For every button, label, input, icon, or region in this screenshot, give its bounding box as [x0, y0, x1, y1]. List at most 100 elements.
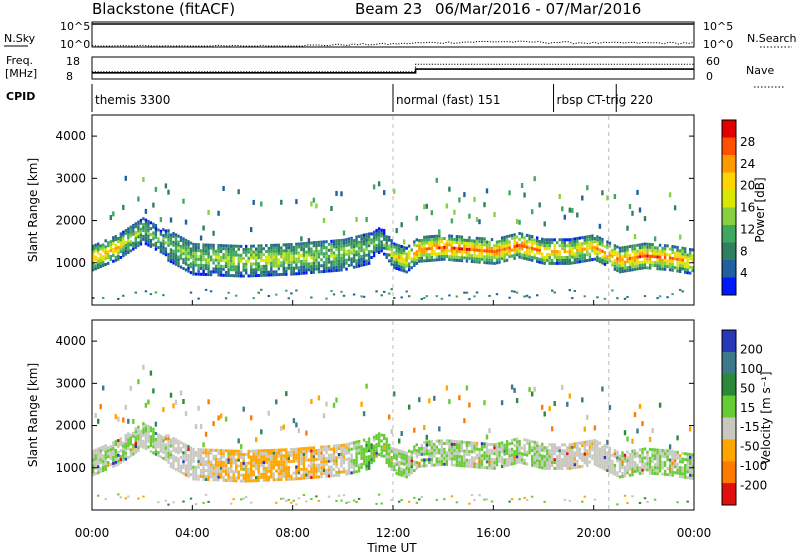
range-gate-cell: [601, 249, 604, 253]
range-gate-cell: [503, 244, 506, 248]
range-gate-cell: [362, 459, 366, 463]
range-gate-cell: [463, 250, 466, 254]
range-gate-cell: [668, 467, 672, 471]
range-gate-cell: [435, 295, 438, 298]
range-gate-cell: [638, 249, 642, 253]
range-gate-cell: [114, 238, 117, 242]
range-gate-cell: [671, 262, 674, 266]
range-gate-cell: [418, 256, 421, 260]
range-gate-cell: [598, 239, 602, 243]
range-gate-cell: [500, 236, 504, 240]
range-gate-cell: [159, 443, 163, 447]
range-gate-cell: [372, 456, 376, 460]
range-gate-cell: [199, 468, 203, 472]
range-gate-cell: [189, 455, 193, 459]
range-gate-cell: [581, 242, 584, 246]
range-gate-cell: [415, 461, 418, 464]
range-gate-cell: [137, 431, 140, 435]
range-gate-cell: [593, 245, 597, 249]
range-gate-cell: [598, 465, 602, 469]
range-gate-cell: [583, 256, 586, 260]
range-gate-cell: [102, 297, 105, 299]
range-gate-cell: [493, 446, 496, 450]
range-gate-cell: [418, 242, 421, 246]
range-gate-cell: [470, 248, 474, 252]
range-gate-cell: [212, 457, 215, 461]
range-gate-cell: [495, 463, 499, 467]
range-gate-cell: [403, 263, 406, 267]
range-gate-cell: [302, 494, 306, 496]
range-gate-cell: [628, 253, 632, 257]
range-gate-cell: [495, 442, 499, 446]
range-gate-cell: [455, 255, 459, 259]
range-gate-cell: [626, 450, 629, 454]
range-gate-cell: [618, 469, 622, 473]
range-gate-cell: [122, 294, 125, 297]
range-gate-cell: [443, 237, 446, 240]
range-gate-cell: [202, 477, 205, 481]
range-gate-cell: [684, 452, 687, 456]
range-gate-cell: [601, 463, 604, 467]
range-gate-cell: [608, 241, 612, 245]
range-gate-cell: [159, 217, 163, 223]
range-gate-cell: [566, 455, 569, 459]
range-gate-cell: [267, 460, 270, 464]
range-gate-cell: [458, 452, 461, 456]
range-gate-cell: [641, 254, 644, 258]
range-gate-cell: [533, 458, 536, 462]
range-gate-cell: [643, 216, 647, 222]
range-gate-cell: [485, 451, 489, 455]
range-gate-cell: [297, 254, 301, 258]
range-gate-cell: [280, 475, 283, 479]
range-gate-cell: [250, 274, 253, 278]
range-gate-cell: [523, 447, 526, 451]
range-gate-cell: [616, 297, 619, 300]
range-gate-cell: [352, 444, 356, 448]
range-gate-cell: [232, 452, 235, 456]
range-gate-cell: [114, 246, 117, 250]
range-gate-cell: [638, 448, 642, 452]
range-gate-cell: [147, 219, 150, 223]
range-gate-cell: [275, 451, 278, 455]
range-gate-cell: [265, 478, 268, 482]
range-gate-cell: [493, 458, 496, 462]
range-gate-cell: [327, 471, 331, 475]
range-gate-cell: [270, 264, 273, 268]
range-gate-cell: [528, 448, 531, 452]
range-gate-cell: [490, 449, 494, 452]
range-gate-cell: [500, 400, 504, 406]
range-gate-cell: [174, 257, 178, 260]
range-gate-cell: [97, 459, 100, 463]
range-gate-cell: [109, 257, 112, 261]
range-gate-cell: [661, 264, 664, 268]
range-gate-cell: [458, 458, 461, 462]
range-gate-cell: [342, 294, 346, 297]
range-gate-cell: [671, 473, 674, 477]
range-gate-cell: [230, 244, 233, 248]
range-gate-cell: [618, 457, 622, 461]
range-gate-cell: [666, 244, 669, 248]
range-gate-cell: [643, 242, 647, 246]
range-gate-cell: [347, 240, 351, 244]
range-gate-cell: [372, 233, 376, 237]
range-gate-cell: [112, 461, 115, 465]
range-gate-cell: [362, 295, 366, 298]
range-gate-cell: [320, 240, 323, 244]
range-gate-cell: [327, 248, 331, 252]
range-gate-cell: [400, 253, 403, 257]
range-gate-cell: [593, 450, 597, 454]
range-gate-cell: [114, 244, 117, 247]
range-gate-cell: [307, 446, 311, 450]
range-gate-cell: [388, 244, 391, 248]
range-gate-cell: [538, 459, 541, 463]
range-gate-cell: [410, 468, 413, 472]
range-gate-cell: [310, 473, 313, 477]
range-gate-cell: [470, 257, 474, 261]
range-gate-cell: [596, 235, 599, 239]
range-gate-cell: [147, 225, 150, 229]
range-gate-cell: [257, 244, 260, 248]
range-gate-cell: [337, 444, 341, 448]
range-gate-cell: [388, 464, 391, 468]
range-gate-cell: [340, 268, 343, 272]
range-gate-cell: [400, 268, 403, 272]
